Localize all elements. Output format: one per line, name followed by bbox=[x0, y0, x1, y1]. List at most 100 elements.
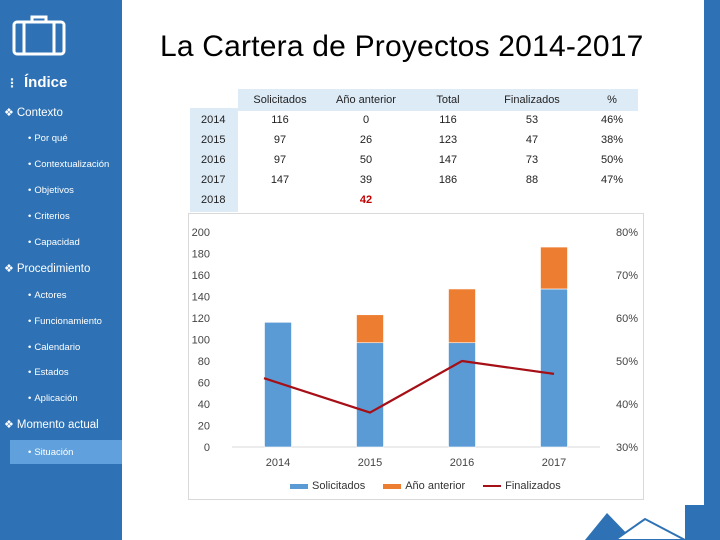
sidebar-item-contextualizacion[interactable]: • Contextualización bbox=[28, 159, 110, 170]
sidebar-item-capacidad[interactable]: • Capacidad bbox=[28, 237, 80, 248]
table-cell-highlight: 42 bbox=[359, 194, 373, 206]
table-cell: 50 bbox=[359, 154, 373, 166]
bar-solicitados-2016 bbox=[448, 342, 476, 448]
sidebar-item-estados[interactable]: • Estados bbox=[28, 367, 69, 378]
table-header-solicitados: Solicitados bbox=[253, 94, 307, 106]
table-cell: 26 bbox=[359, 134, 373, 146]
table-cell: 116 bbox=[271, 114, 289, 126]
legend-swatch bbox=[383, 483, 402, 489]
briefcase-icon bbox=[12, 15, 66, 56]
dotted-bar-icon: ⋮ bbox=[6, 75, 18, 90]
chart-legend: Solicitados Año anterior Finalizados bbox=[290, 480, 561, 492]
table-cell: 46% bbox=[600, 114, 624, 126]
table-year: 2015 bbox=[201, 134, 226, 146]
y-left-tick-label: 200 bbox=[192, 227, 210, 239]
table-year: 2014 bbox=[201, 114, 226, 126]
legend-swatch bbox=[483, 485, 502, 487]
bar-ano-anterior-2015 bbox=[356, 314, 384, 344]
section-label: Contexto bbox=[16, 106, 63, 119]
sidebar-item-aplicacion[interactable]: • Aplicación bbox=[28, 393, 78, 404]
bar-solicitados-2014 bbox=[264, 321, 292, 448]
chart-area bbox=[188, 213, 644, 500]
y-left-tick-label: 40 bbox=[198, 399, 210, 411]
sidebar-section-procedimiento[interactable]: ❖ Procedimiento bbox=[4, 262, 91, 276]
index-heading: ⋮ Índice bbox=[6, 74, 67, 91]
bar-ano-anterior-2017 bbox=[540, 246, 568, 290]
table-cell: 47% bbox=[600, 174, 624, 186]
sidebar-section-momento-actual[interactable]: ❖ Momento actual bbox=[4, 418, 99, 432]
sidebar-item-criterios[interactable]: • Criterios bbox=[28, 211, 70, 222]
table-cell: 50% bbox=[600, 154, 624, 166]
y-left-tick-label: 20 bbox=[198, 421, 210, 433]
y-right-tick-label: 70% bbox=[616, 270, 638, 282]
table-header-anio-anterior: Año anterior bbox=[336, 94, 396, 106]
y-left-tick-label: 180 bbox=[192, 249, 210, 261]
section-label: Procedimiento bbox=[16, 262, 91, 275]
sidebar: ⋮ Índice ❖ Contexto • Por qué • Contextual… bbox=[0, 0, 122, 540]
legend-item-anio-anterior: Año anterior bbox=[383, 480, 465, 492]
sidebar-item-actores[interactable]: • Actores bbox=[28, 290, 67, 301]
legend-swatch bbox=[290, 483, 308, 489]
y-right-tick-label: 50% bbox=[616, 356, 638, 368]
section-label: Momento actual bbox=[16, 418, 99, 431]
x-tick-label: 2017 bbox=[542, 457, 566, 469]
y-left-tick-label: 100 bbox=[192, 335, 210, 347]
table-year: 2018 bbox=[201, 194, 226, 206]
table-cell: 0 bbox=[362, 114, 370, 126]
legend-item-finalizados: Finalizados bbox=[483, 480, 561, 492]
sidebar-item-calendario[interactable]: • Calendario bbox=[28, 342, 81, 353]
y-right-tick-label: 30% bbox=[616, 442, 638, 454]
table-cell: 73 bbox=[525, 154, 539, 166]
table-cell: 147 bbox=[438, 154, 458, 166]
table-cell: 38% bbox=[600, 134, 624, 146]
sidebar-item-situacion[interactable]: • Situación bbox=[28, 447, 74, 458]
table-cell: 97 bbox=[273, 154, 287, 166]
table-header-percent: % bbox=[607, 94, 617, 106]
y-left-tick-label: 0 bbox=[204, 442, 210, 454]
diamond-bullet-icon: ❖ bbox=[4, 107, 14, 119]
table-cell: 123 bbox=[438, 134, 458, 146]
y-left-tick-label: 120 bbox=[192, 313, 210, 325]
line-finalizados bbox=[263, 359, 555, 414]
sidebar-item-objetivos[interactable]: • Objetivos bbox=[28, 185, 74, 196]
table-header-total: Total bbox=[436, 94, 460, 106]
y-left-tick-label: 60 bbox=[198, 378, 210, 390]
x-tick-label: 2014 bbox=[266, 457, 290, 469]
diamond-bullet-icon: ❖ bbox=[4, 263, 14, 275]
bottom-decoration-shape bbox=[585, 505, 720, 540]
x-tick-label: 2016 bbox=[450, 457, 474, 469]
table-cell: 97 bbox=[273, 134, 287, 146]
bar-ano-anterior-2016 bbox=[448, 288, 476, 344]
index-title: Índice bbox=[24, 74, 68, 91]
legend-item-solicitados: Solicitados bbox=[290, 480, 365, 492]
bar-solicitados-2015 bbox=[356, 342, 384, 448]
table-header-row bbox=[238, 89, 638, 111]
sidebar-item-por-que[interactable]: • Por qué bbox=[28, 133, 68, 144]
table-cell: 47 bbox=[525, 134, 539, 146]
sidebar-item-funcionamiento[interactable]: • Funcionamiento bbox=[28, 316, 102, 327]
y-right-tick-label: 60% bbox=[616, 313, 638, 325]
right-edge-bar bbox=[704, 0, 720, 540]
y-right-tick-label: 80% bbox=[616, 227, 638, 239]
bar-solicitados-2017 bbox=[540, 288, 568, 448]
y-left-tick-label: 80 bbox=[198, 356, 210, 368]
diamond-bullet-icon: ❖ bbox=[4, 419, 14, 431]
y-right-tick-label: 40% bbox=[616, 399, 638, 411]
table-cell: 186 bbox=[438, 174, 458, 186]
table-cell: 116 bbox=[439, 114, 457, 126]
y-left-tick-label: 160 bbox=[192, 270, 210, 282]
page-title: La Cartera de Proyectos 2014-2017 bbox=[160, 30, 644, 63]
table-year: 2016 bbox=[201, 154, 226, 166]
selected-item-highlight bbox=[10, 440, 122, 464]
table-cell: 147 bbox=[270, 174, 290, 186]
table-cell: 53 bbox=[525, 114, 539, 126]
y-left-tick-label: 140 bbox=[192, 292, 210, 304]
table-header-finalizados: Finalizados bbox=[504, 94, 560, 106]
table-cell: 39 bbox=[359, 174, 373, 186]
table-cell: 88 bbox=[525, 174, 539, 186]
x-tick-label: 2015 bbox=[358, 457, 382, 469]
table-year: 2017 bbox=[201, 174, 226, 186]
table-year-column bbox=[190, 108, 238, 212]
sidebar-section-contexto[interactable]: ❖ Contexto bbox=[4, 106, 63, 120]
